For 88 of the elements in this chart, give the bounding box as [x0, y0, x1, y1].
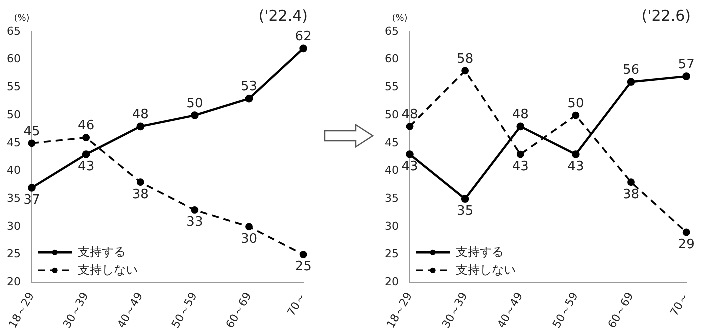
point	[28, 184, 36, 192]
data-label: 43	[512, 159, 529, 174]
legend-label: 支持する	[78, 244, 126, 259]
data-label: 37	[24, 192, 40, 208]
point	[406, 122, 414, 130]
data-label: 46	[78, 118, 95, 134]
chart-title: ('22.6)	[642, 6, 691, 25]
data-label: 45	[24, 124, 40, 140]
point	[682, 72, 690, 80]
point	[300, 251, 308, 258]
point	[516, 122, 525, 131]
legend-label: 支持しない	[78, 262, 138, 277]
y-tick-label: 20	[6, 275, 21, 288]
y-tick-label: 25	[384, 248, 399, 261]
point	[136, 178, 144, 186]
legend-label: 支持する	[456, 244, 504, 259]
y-tick-label: 25	[6, 248, 21, 261]
data-label: 48	[132, 108, 149, 123]
data-label: 48	[402, 108, 418, 123]
data-label: 38	[132, 187, 149, 202]
y-axis-title: (%)	[14, 14, 30, 24]
point	[136, 122, 145, 131]
data-label: 35	[457, 204, 474, 219]
x-tick-label: 70～	[668, 290, 692, 319]
data-label: 33	[186, 215, 204, 230]
point	[82, 150, 90, 158]
data-label: 25	[295, 260, 312, 275]
y-tick-label: 30	[6, 220, 21, 233]
point	[461, 195, 470, 203]
y-axis-title: (%)	[392, 14, 408, 24]
data-label: 43	[568, 159, 584, 174]
data-label: 56	[622, 63, 640, 78]
y-tick-label: 40	[384, 164, 399, 178]
point	[246, 223, 253, 231]
point	[245, 94, 254, 103]
y-tick-label: 45	[384, 136, 399, 150]
data-label: 30	[240, 232, 258, 247]
point	[300, 44, 308, 53]
data-label: 50	[186, 96, 204, 112]
y-tick-label: 30	[384, 220, 399, 233]
y-tick-label: 35	[6, 192, 21, 205]
y-tick-label: 35	[384, 192, 399, 205]
x-tick-label: 60～69	[224, 290, 254, 331]
x-tick-label: 18～29	[6, 290, 38, 331]
y-tick-label: 60	[6, 52, 21, 66]
legend-label: 支持しない	[456, 262, 516, 277]
point	[82, 134, 90, 142]
x-tick-label: 30～39	[440, 290, 470, 331]
data-label: 43	[402, 159, 418, 174]
x-tick-label: 40～49	[494, 290, 526, 331]
data-label: 38	[622, 187, 640, 202]
x-tick-label: 70～	[284, 290, 309, 319]
x-tick-label: 50～59	[550, 290, 582, 331]
y-tick-label: 65	[384, 24, 399, 38]
x-tick-label: 30～39	[60, 290, 92, 331]
point	[628, 178, 635, 186]
y-tick-label: 20	[384, 275, 399, 288]
y-tick-label: 45	[6, 136, 21, 150]
data-label: 53	[240, 80, 258, 95]
point	[627, 78, 636, 86]
point	[682, 228, 690, 236]
data-label: 62	[295, 30, 312, 45]
y-tick-label: 55	[384, 80, 399, 94]
point	[462, 67, 470, 75]
x-tick-label: 60～69	[606, 290, 636, 331]
point	[406, 150, 414, 158]
data-label: 58	[457, 52, 474, 67]
point	[28, 140, 36, 148]
x-tick-label: 18～29	[384, 290, 416, 331]
data-label: 29	[678, 237, 695, 252]
point	[191, 206, 199, 214]
point	[191, 112, 199, 120]
x-tick-label: 50～59	[169, 290, 200, 331]
x-tick-label: 40～49	[114, 290, 146, 331]
y-tick-label: 60	[384, 52, 399, 66]
y-tick-label: 50	[384, 108, 399, 122]
y-tick-label: 40	[6, 164, 21, 178]
y-tick-label: 55	[6, 80, 21, 94]
point	[572, 150, 580, 158]
data-label: 48	[512, 108, 529, 123]
chart-title: ('22.4)	[258, 6, 308, 25]
y-tick-label: 65	[6, 24, 21, 38]
data-label: 57	[678, 57, 695, 72]
point	[516, 150, 524, 158]
data-label: 50	[568, 96, 584, 112]
y-tick-label: 50	[6, 108, 21, 122]
point	[572, 112, 580, 120]
data-label: 43	[78, 159, 95, 174]
